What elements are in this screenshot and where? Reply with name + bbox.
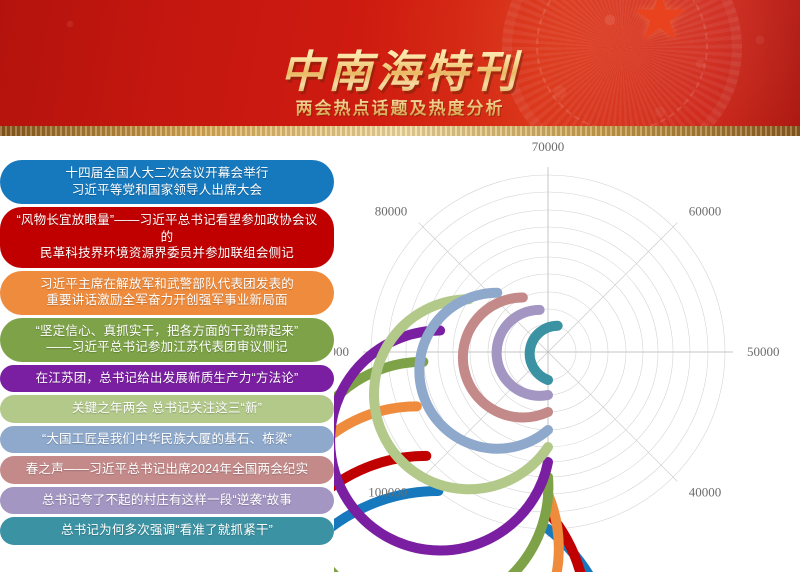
legend-item-1[interactable]: “风物长宜放眼量”——习近平总书记看望参加政协会议的民革科技界环境资源界委员并参… — [0, 207, 334, 268]
axis-tick-labels: 40000 50000 60000 70000 80000 90000 100000 — [334, 140, 780, 500]
legend-item-label-line1: “坚定信心、真抓实干，把各方面的干劲带起来” — [35, 323, 299, 338]
legend-item-label-line1: 总书记为何多次强调“看准了就抓紧干” — [61, 523, 273, 537]
radial-bar-4[interactable] — [334, 325, 553, 556]
legend-item-2[interactable]: 习近平主席在解放军和武警部队代表团发表的 重要讲话激励全军奋力开创强军事业新局面 — [0, 270, 334, 315]
legend-item-label-line1: 总书记夸了不起的村庄有这样一段“逆袭”故事 — [41, 492, 293, 507]
legend-item-4[interactable]: 在江苏团，总书记给出发展新质生产力“方法论” — [0, 364, 334, 392]
legend-item-label-line2: 重要讲话激励全军奋力开创强军事业新局面 — [46, 293, 288, 307]
legend-item-6[interactable]: “大国工匠是我们中华民族大厦的基石、栋梁” — [0, 425, 334, 453]
axis-tick-50000: 50000 — [747, 344, 780, 359]
page-title: 中南海特刊 — [0, 36, 800, 100]
radial-bar-chart-svg: 40000 50000 60000 70000 80000 90000 100000 — [334, 140, 780, 572]
legend-item-label-line1: 十四届全国人大二次会议开幕会举行 — [65, 166, 269, 180]
legend-item-label-line2: 民革科技界环境资源界委员并参加联组会侧记 — [39, 246, 294, 260]
legend-list: 十四届全国人大二次会议开幕会举行 习近平等党和国家领导人出席大会 “风物长宜放眼量”… — [0, 160, 334, 548]
legend-item-3[interactable]: “坚定信心、真抓实干，把各方面的干劲带起来” ——习近平总书记参加江苏代表团审议侧… — [0, 317, 334, 362]
axis-tick-40000: 40000 — [689, 485, 722, 500]
legend-item-7[interactable]: 春之声——习近平总书记出席2024年全国两会纪实 — [0, 456, 334, 484]
bar-series-group — [334, 287, 593, 572]
polar-grid — [363, 167, 733, 537]
gold-divider — [0, 126, 800, 136]
radial-bar-5[interactable] — [369, 294, 553, 495]
axis-tick-80000: 80000 — [375, 203, 408, 218]
legend-item-label-line1: 习近平主席在解放军和武警部队代表团发表的 — [39, 276, 294, 291]
header-banner: 中南海特刊 两会热点话题及热度分析 — [0, 0, 800, 136]
legend-item-label-line1: 在江苏团，总书记给出发展新质生产力“方法论” — [35, 370, 299, 385]
legend-item-8[interactable]: 总书记夸了不起的村庄有这样一段“逆袭”故事 — [0, 486, 334, 514]
radial-bar-6[interactable] — [414, 287, 553, 454]
legend-item-label-line2: 习近平等党和国家领导人出席大会 — [71, 182, 263, 197]
radial-bar-8[interactable] — [491, 304, 553, 401]
axis-tick-100000: 100000 — [368, 485, 407, 500]
axis-tick-60000: 60000 — [689, 203, 722, 218]
radial-bar-chart: 40000 50000 60000 70000 80000 90000 100000 — [334, 140, 800, 572]
legend-item-0[interactable]: 十四届全国人大二次会议开幕会举行 习近平等党和国家领导人出席大会 — [0, 160, 334, 204]
legend-item-label-line1: 春之声——习近平总书记出席2024年全国两会纪实 — [25, 462, 309, 476]
page-subtitle: 两会热点话题及热度分析 — [0, 94, 800, 119]
legend-item-label-line1: 关键之年两会 总书记关注这三“新” — [71, 401, 263, 415]
legend-item-label-line2: ——习近平总书记参加江苏代表团审议侧记 — [46, 340, 288, 354]
radial-bar-9[interactable] — [524, 320, 563, 385]
axis-tick-90000: 90000 — [334, 344, 349, 359]
legend-item-5[interactable]: 关键之年两会 总书记关注这三“新” — [0, 395, 334, 423]
legend-item-label-line1: “大国工匠是我们中华民族大厦的基石、栋梁” — [41, 431, 293, 446]
legend-item-9[interactable]: 总书记为何多次强调“看准了就抓紧干” — [0, 517, 334, 545]
radial-bar-7[interactable] — [457, 292, 553, 423]
axis-tick-70000: 70000 — [532, 140, 565, 154]
legend-item-label-line1: “风物长宜放眼量”——习近平总书记看望参加政协会议的 — [16, 213, 318, 244]
